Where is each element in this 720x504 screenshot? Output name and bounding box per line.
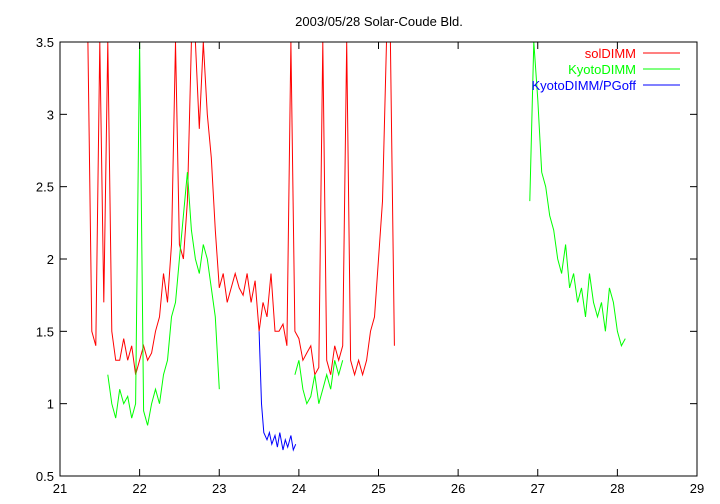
x-tick-label: 28 <box>610 481 624 496</box>
legend-label: KyotoDIMM/PGoff <box>531 78 636 93</box>
x-tick-label: 23 <box>212 481 226 496</box>
y-tick-label: 1.5 <box>36 324 54 339</box>
series-line-1-segment-2 <box>529 41 626 348</box>
series-line-1-segment-1 <box>294 360 344 406</box>
x-tick-label: 26 <box>451 481 465 496</box>
series-line-1-segment-0 <box>107 41 220 426</box>
plot-area <box>87 41 626 452</box>
series-line-2-segment-0 <box>258 331 297 452</box>
y-tick-label: 2.5 <box>36 180 54 195</box>
legend-label: KyotoDIMM <box>568 62 636 77</box>
y-tick-label: 1 <box>47 397 54 412</box>
x-tick-label: 25 <box>371 481 385 496</box>
x-tick-label: 21 <box>53 481 67 496</box>
x-tick-label: 22 <box>132 481 146 496</box>
y-tick-label: 3 <box>47 107 54 122</box>
series-line-0-segment-0 <box>87 41 395 377</box>
x-tick-label: 27 <box>531 481 545 496</box>
y-tick-label: 0.5 <box>36 469 54 484</box>
x-tick-label: 24 <box>292 481 306 496</box>
chart-title: 2003/05/28 Solar-Coude Bld. <box>295 14 463 29</box>
y-tick-label: 3.5 <box>36 35 54 50</box>
axes: 21 22 23 24 25 26 27 28 29 0.5 1 1.5 2 2.5 3 3.5 <box>36 35 704 496</box>
x-tick-label: 29 <box>690 481 704 496</box>
legend-label: solDIMM <box>585 46 636 61</box>
y-tick-label: 2 <box>47 252 54 267</box>
